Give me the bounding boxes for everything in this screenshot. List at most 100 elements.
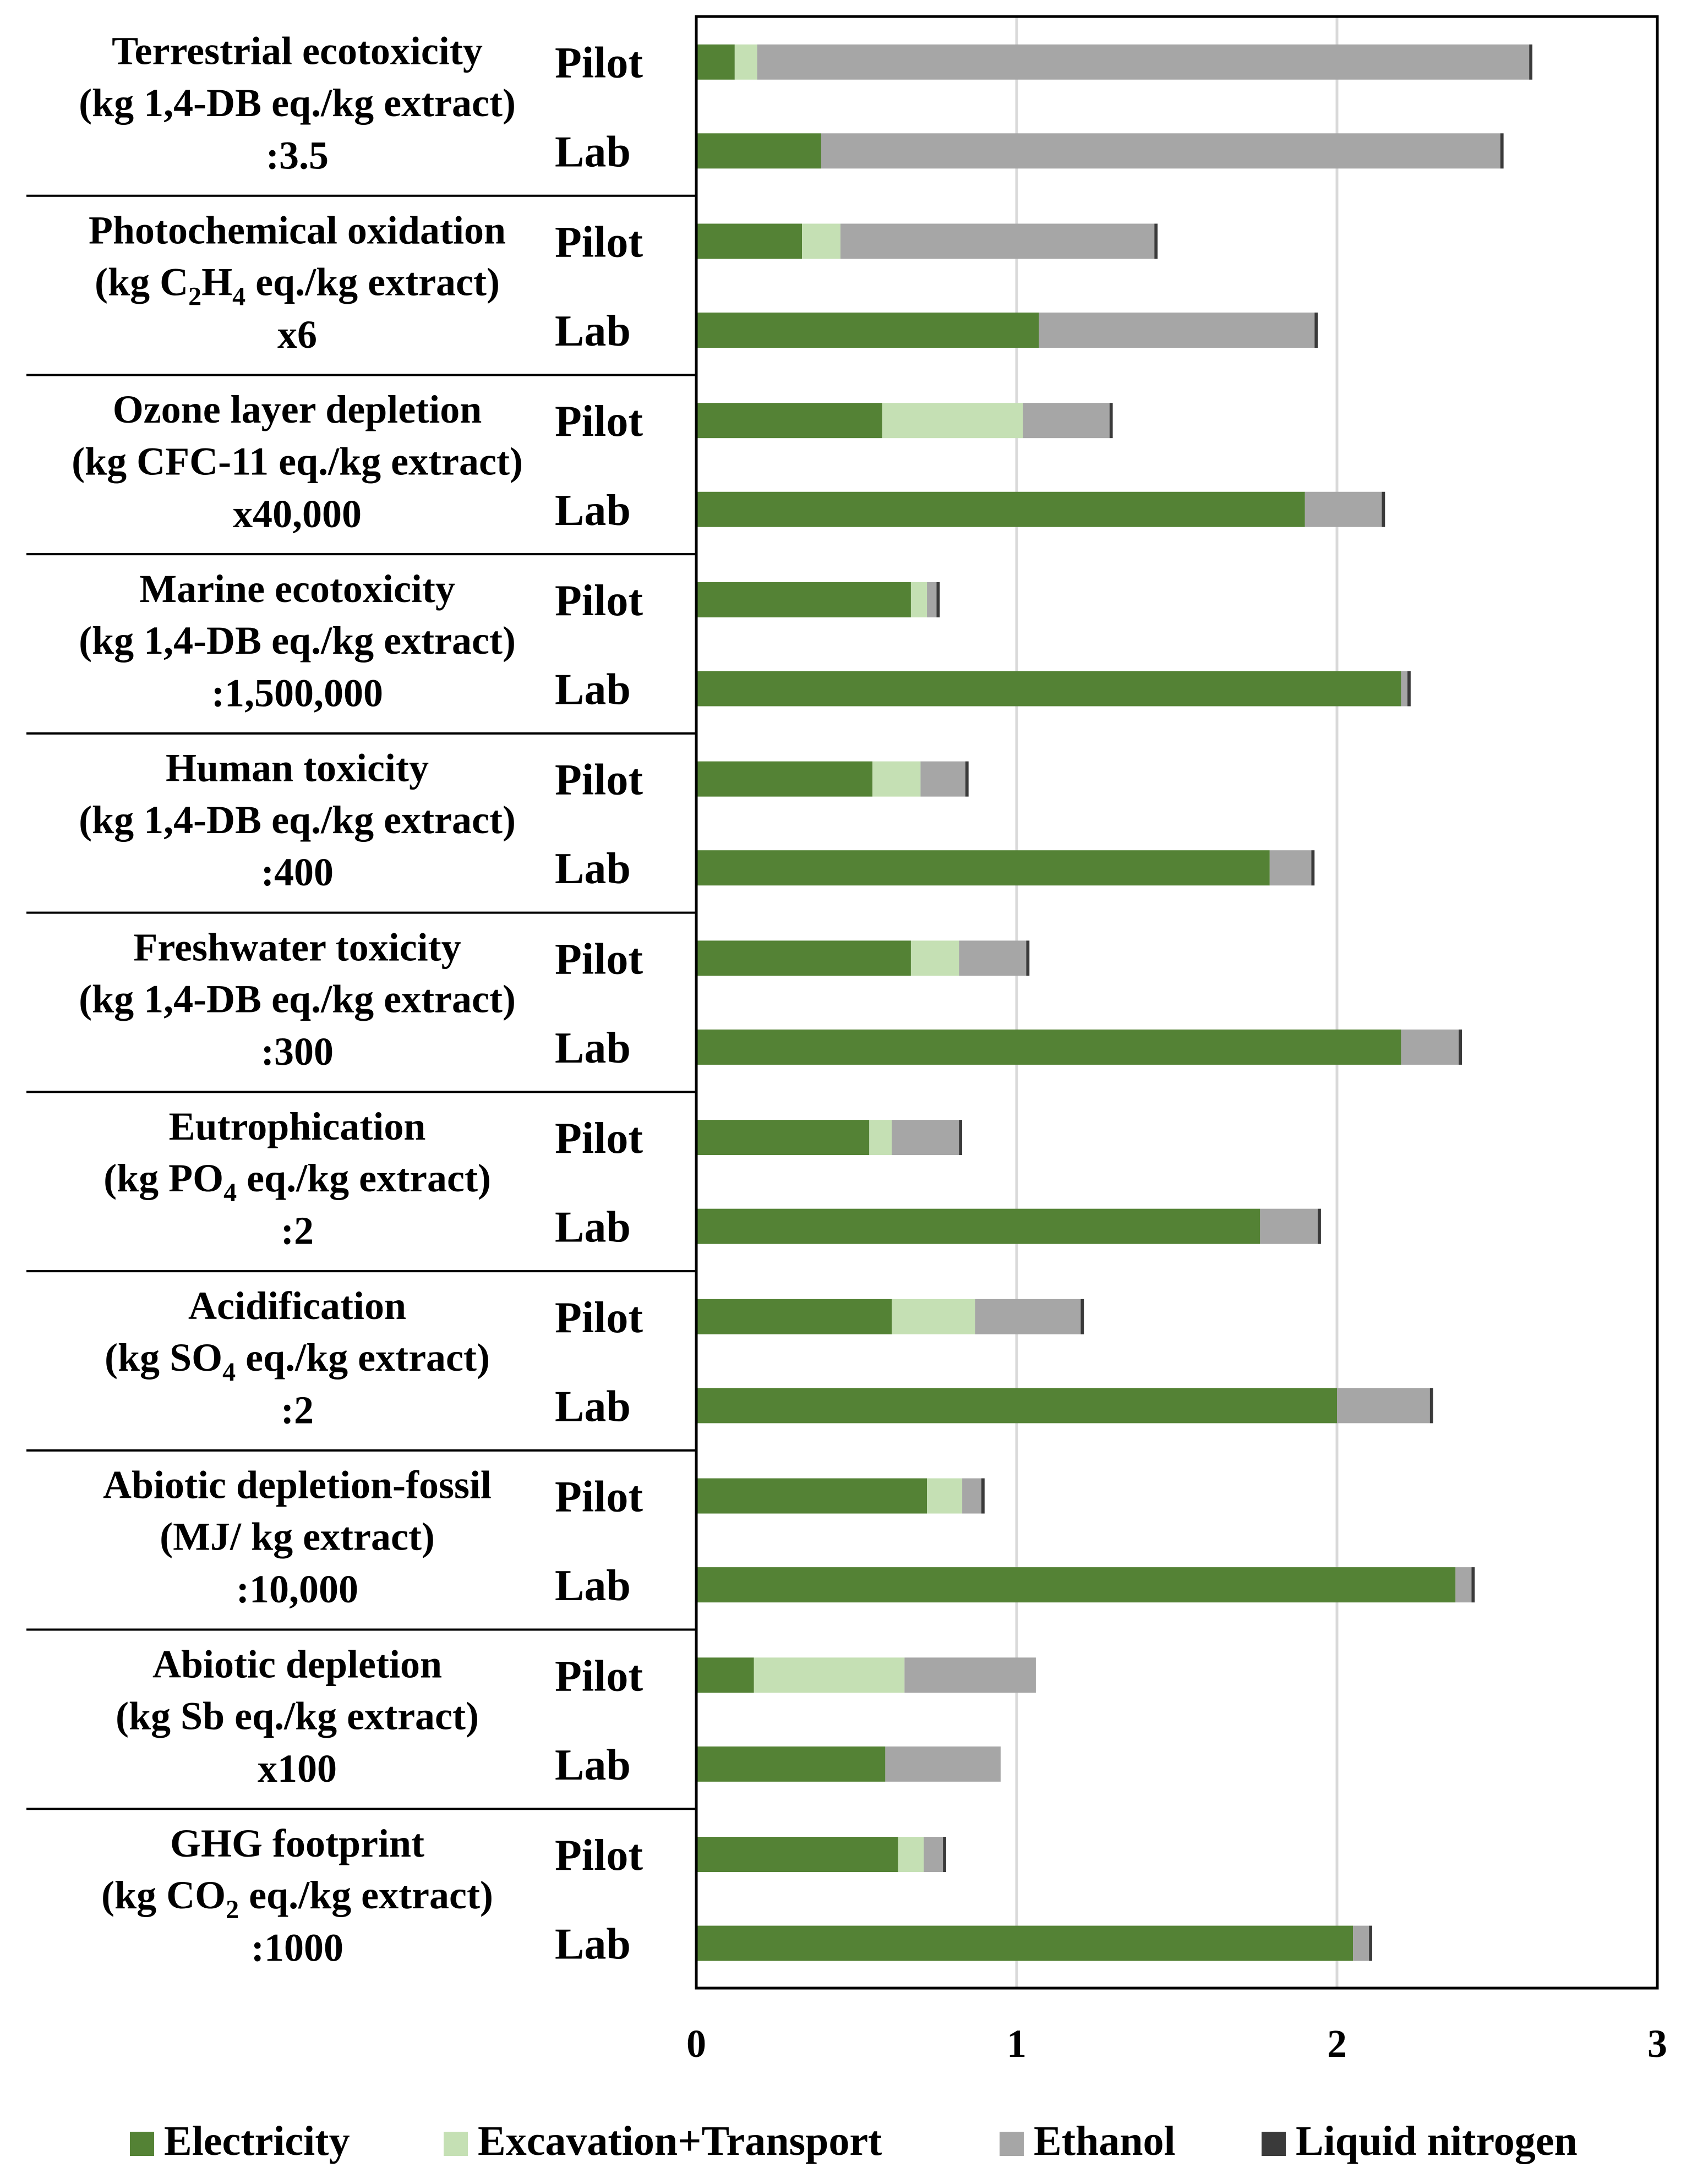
bar-segment-2-lab-electricity: [696, 313, 1039, 348]
bar-segment-4-pilot-liquid-nitrogen: [936, 582, 940, 617]
category-label-line: :10,000: [236, 1567, 358, 1611]
bar-segment-1-pilot-liquid-nitrogen: [1529, 44, 1533, 80]
legend-swatch: [444, 2132, 468, 2156]
row-label-pilot: Pilot: [555, 39, 643, 87]
bar-segment-1-pilot-ethanol: [757, 44, 1530, 80]
category-label-line: (kg SO4 eq./kg extract): [105, 1335, 490, 1387]
bar-segment-4-lab-liquid-nitrogen: [1407, 671, 1411, 707]
bar-segment-3-pilot-electricity: [696, 403, 882, 439]
legend-swatch: [1000, 2132, 1024, 2156]
bar-segment-11-lab-ethanol: [1353, 1925, 1369, 1961]
x-tick-label-1: 1: [1007, 2022, 1027, 2066]
category-label-line: (kg PO4 eq./kg extract): [103, 1156, 491, 1207]
bar-segment-3-pilot-excavation-transport: [882, 403, 1023, 439]
category-label-line: Ozone layer depletion: [113, 387, 482, 431]
bar-segment-11-pilot-electricity: [696, 1837, 898, 1873]
bar-segment-6-lab-ethanol: [1401, 1029, 1459, 1065]
bar-segment-6-pilot-excavation-transport: [910, 940, 959, 976]
category-label-line: Freshwater toxicity: [133, 925, 461, 969]
bar-segment-5-lab-ethanol: [1269, 850, 1312, 886]
row-label-lab: Lab: [555, 665, 631, 714]
row-label-lab: Lab: [555, 486, 631, 535]
category-label-line: (kg C2H4 eq./kg extract): [95, 260, 500, 311]
bar-segment-8-lab-ethanol: [1337, 1388, 1430, 1424]
bar-segment-8-lab-electricity: [696, 1388, 1337, 1424]
row-label-lab: Lab: [555, 1562, 631, 1610]
bar-segment-11-pilot-ethanol: [924, 1837, 943, 1873]
bar-segment-6-pilot-ethanol: [959, 940, 1027, 976]
legend-label: Ethanol: [1034, 2118, 1176, 2164]
bar-segment-8-pilot-excavation-transport: [892, 1299, 975, 1334]
bar-segment-9-lab-ethanol: [1455, 1567, 1472, 1603]
category-label-line: x100: [258, 1747, 337, 1791]
row-label-lab: Lab: [555, 307, 631, 355]
bar-segment-1-lab-liquid-nitrogen: [1500, 133, 1504, 169]
x-tick-label-2: 2: [1327, 2022, 1347, 2066]
category-label-line: Human toxicity: [166, 746, 429, 790]
row-label-pilot: Pilot: [555, 218, 643, 266]
bar-segment-2-pilot-ethanol: [840, 223, 1155, 259]
category-label-line: GHG footprint: [170, 1821, 424, 1865]
legend-item-liquid-nitrogen: Liquid nitrogen: [1262, 2118, 1578, 2164]
bar-segment-2-pilot-electricity: [696, 223, 803, 259]
row-label-lab: Lab: [555, 1024, 631, 1072]
gridlines: [1015, 17, 1339, 1988]
bar-segment-4-pilot-excavation-transport: [910, 582, 927, 617]
bars: [696, 44, 1533, 1961]
x-tick-label-3: 3: [1647, 2022, 1667, 2066]
bar-segment-10-lab-electricity: [696, 1746, 886, 1782]
bar-segment-4-lab-electricity: [696, 671, 1401, 707]
bar-segment-2-pilot-excavation-transport: [802, 223, 840, 259]
category-label-line: Abiotic depletion: [152, 1642, 442, 1686]
category-label-line: :1000: [251, 1926, 343, 1970]
row-label-pilot: Pilot: [555, 1114, 643, 1163]
bar-segment-5-lab-liquid-nitrogen: [1311, 850, 1315, 886]
bar-segment-5-lab-electricity: [696, 850, 1270, 886]
legend-label: Electricity: [164, 2118, 350, 2164]
bar-segment-3-lab-liquid-nitrogen: [1382, 491, 1385, 527]
row-label-pilot: Pilot: [555, 577, 643, 625]
legend-item-electricity: Electricity: [130, 2118, 350, 2164]
category-label-line: Photochemical oxidation: [89, 208, 506, 252]
category-label-line: x6: [277, 313, 317, 357]
bar-segment-8-lab-liquid-nitrogen: [1429, 1388, 1433, 1424]
category-label-line: (kg CO2 eq./kg extract): [101, 1873, 493, 1924]
bar-segment-6-pilot-liquid-nitrogen: [1026, 940, 1030, 976]
bar-segment-3-lab-ethanol: [1305, 491, 1382, 527]
category-label-line: :2: [281, 1388, 314, 1432]
category-label-line: :1,500,000: [211, 671, 383, 715]
bar-segment-3-lab-electricity: [696, 491, 1305, 527]
category-label-line: :3.5: [266, 133, 329, 177]
legend-label: Excavation+Transport: [478, 2118, 882, 2164]
bar-segment-10-pilot-ethanol: [904, 1657, 1036, 1693]
bar-segment-9-pilot-liquid-nitrogen: [981, 1478, 985, 1514]
bar-segment-6-lab-liquid-nitrogen: [1459, 1029, 1462, 1065]
bar-segment-2-lab-liquid-nitrogen: [1314, 313, 1318, 348]
bar-segment-1-pilot-electricity: [696, 44, 735, 80]
row-label-pilot: Pilot: [555, 935, 643, 983]
category-label-line: :400: [261, 850, 334, 894]
bar-segment-7-lab-liquid-nitrogen: [1318, 1208, 1321, 1244]
category-label-line: Marine ecotoxicity: [139, 567, 455, 611]
category-label-line: x40,000: [233, 492, 362, 536]
row-label-lab: Lab: [555, 845, 631, 893]
category-label-line: (kg 1,4-DB eq./kg extract): [79, 618, 516, 663]
category-label-line: Acidification: [188, 1284, 406, 1328]
row-label-pilot: Pilot: [555, 1652, 643, 1700]
bar-segment-8-pilot-ethanol: [975, 1299, 1081, 1334]
bar-segment-1-lab-electricity: [696, 133, 821, 169]
category-label-line: (MJ/ kg extract): [160, 1515, 435, 1559]
bar-segment-4-lab-ethanol: [1401, 671, 1408, 707]
bar-segment-5-pilot-liquid-nitrogen: [965, 761, 969, 797]
x-axis-ticks: 0 1 2 3: [686, 2022, 1667, 2066]
category-label-line: :2: [281, 1209, 314, 1253]
legend-swatch: [130, 2132, 154, 2156]
row-label-pilot: Pilot: [555, 756, 643, 804]
row-label-pilot: Pilot: [555, 1294, 643, 1342]
bar-segment-7-pilot-liquid-nitrogen: [959, 1120, 963, 1156]
bar-segment-10-pilot-excavation-transport: [754, 1657, 905, 1693]
bar-segment-4-pilot-ethanol: [927, 582, 937, 617]
bar-segment-11-lab-electricity: [696, 1925, 1353, 1961]
legend-item-ethanol: Ethanol: [1000, 2118, 1176, 2164]
